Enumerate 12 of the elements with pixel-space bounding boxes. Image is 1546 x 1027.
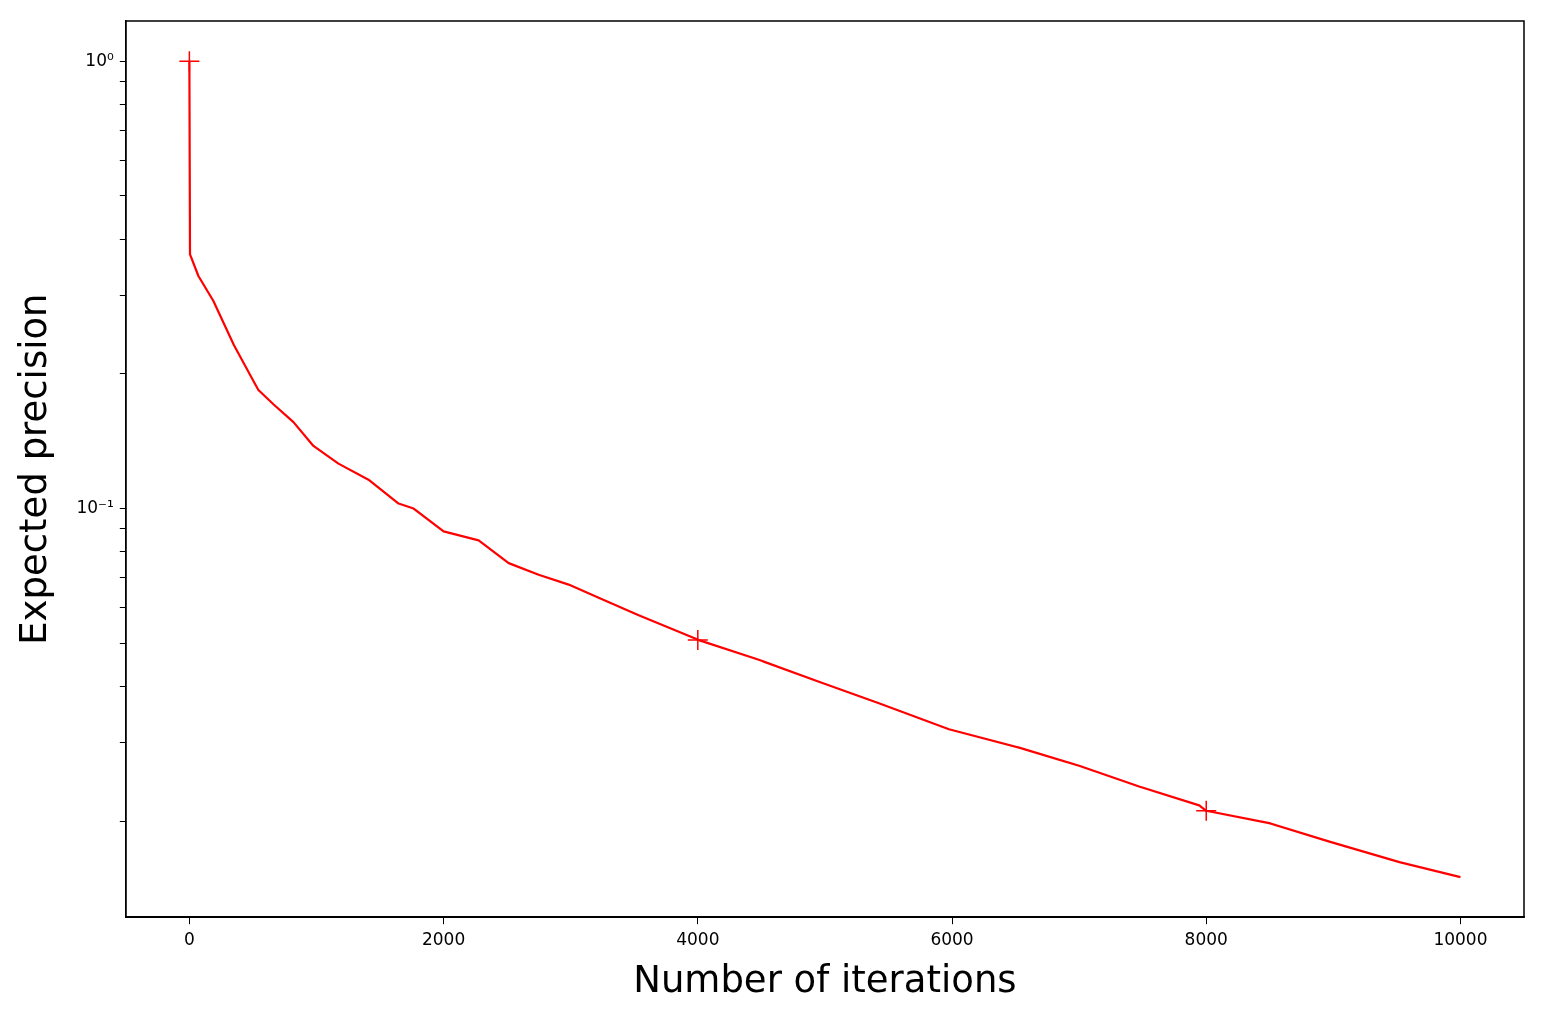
x-tick-label: 4000: [676, 928, 720, 949]
y-tick-label: 10⁰: [85, 49, 114, 70]
x-axis-title: Number of iterations: [633, 958, 1017, 1002]
y-axis-title: Expected precision: [11, 293, 55, 645]
y-tick-label: 10⁻¹: [76, 496, 114, 517]
x-tick-label: 6000: [930, 928, 974, 949]
x-tick-label: 0: [183, 928, 195, 949]
point: [687, 629, 709, 651]
x-tick-label: 2000: [421, 928, 466, 949]
x-tick-label: 8000: [1184, 928, 1228, 949]
x-tick-label: 10000: [1433, 928, 1488, 949]
point: [1195, 800, 1217, 822]
